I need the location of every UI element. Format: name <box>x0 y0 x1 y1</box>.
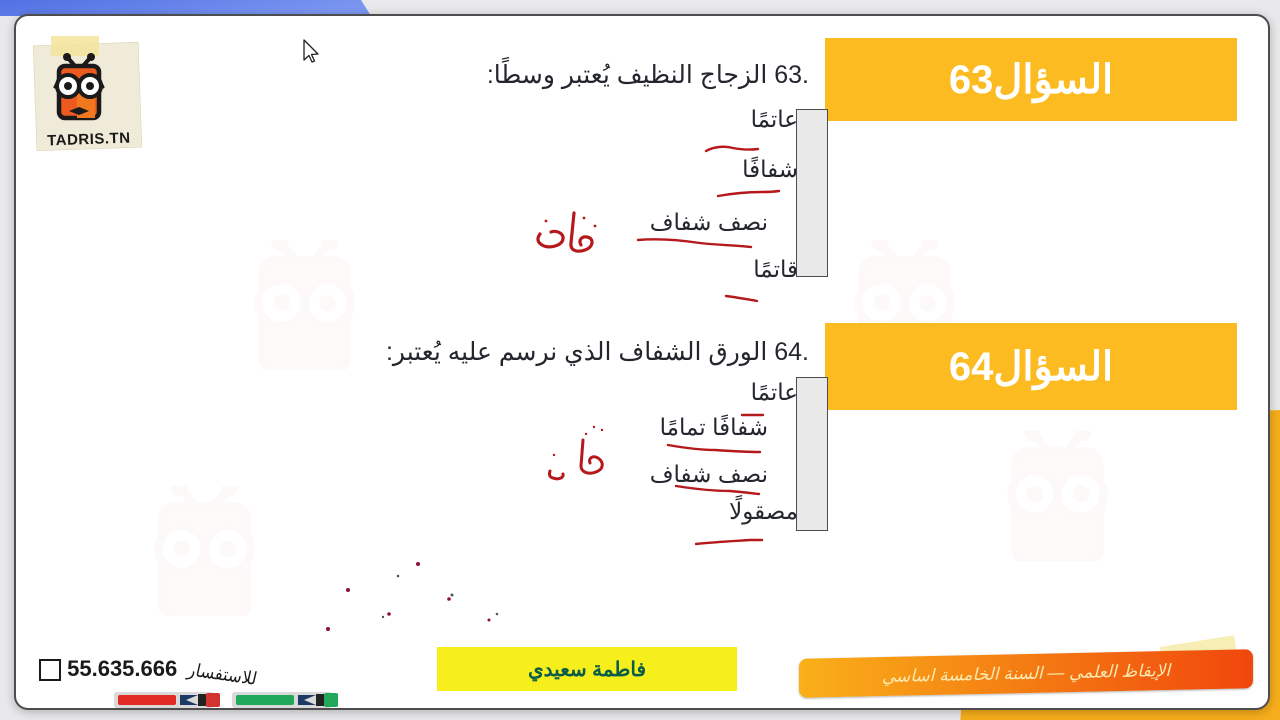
svg-text:TADRIS.TN: TADRIS.TN <box>47 130 131 150</box>
